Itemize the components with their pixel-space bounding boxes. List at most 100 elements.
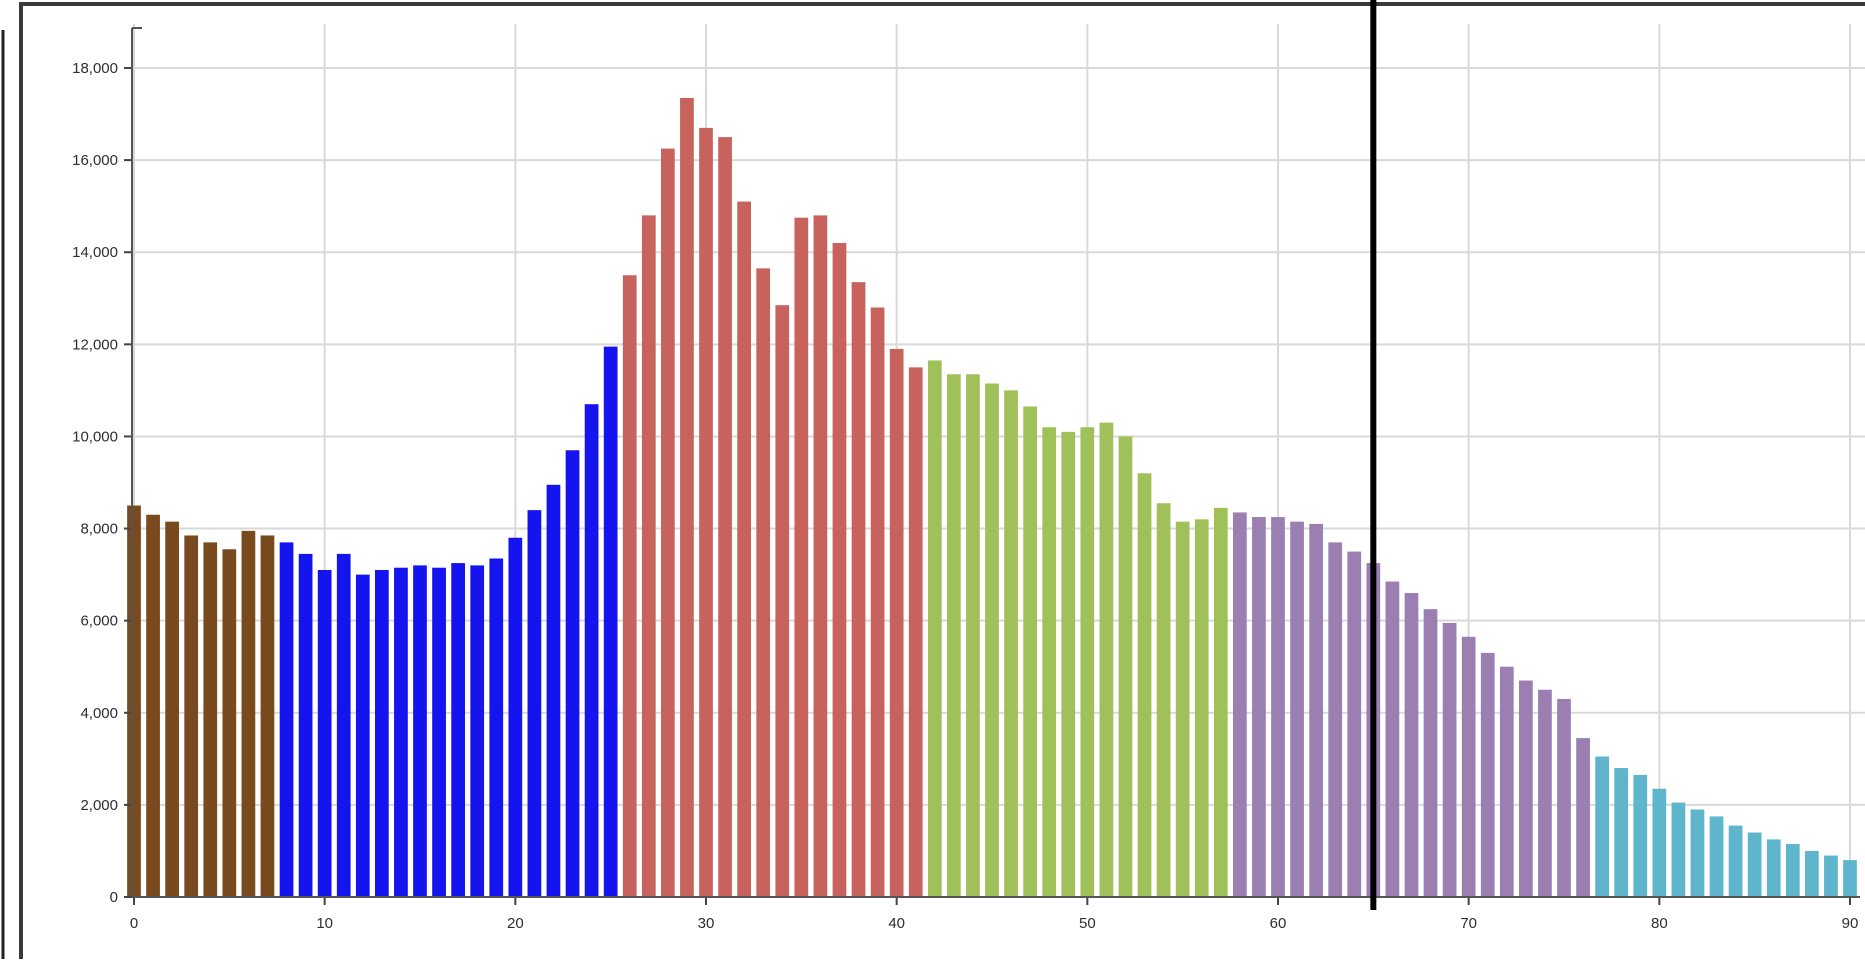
bar: [1538, 689, 1552, 897]
bar: [355, 574, 370, 897]
plot-frame: [19, 2, 1865, 964]
bar: [508, 537, 523, 897]
bar: [1271, 517, 1285, 897]
y-tick-label: 2,000: [80, 797, 118, 814]
x-tick-label: 40: [888, 915, 905, 932]
bar: [1023, 406, 1037, 897]
y-tick-label: 8,000: [80, 521, 118, 538]
bar: [832, 243, 847, 897]
bar: [1805, 850, 1819, 897]
bar: [146, 514, 160, 897]
bar: [1747, 832, 1762, 897]
bar: [584, 404, 599, 897]
bar: [127, 505, 141, 897]
bar: [1290, 521, 1304, 897]
bar: [1137, 473, 1152, 897]
bar: [756, 268, 771, 897]
bar: [1004, 390, 1018, 897]
bar: [317, 570, 332, 897]
bar: [489, 558, 504, 897]
bar: [1690, 809, 1705, 897]
bar: [375, 570, 389, 897]
bar: [1709, 816, 1724, 897]
bar: [1614, 768, 1629, 897]
bar: [737, 201, 751, 898]
bar: [260, 535, 275, 897]
axes: [124, 27, 1860, 905]
bar: [966, 374, 980, 898]
bar: [1728, 825, 1743, 897]
y-tick-label: 16,000: [72, 152, 118, 169]
bar: [1233, 512, 1247, 897]
x-tick-label: 50: [1079, 915, 1096, 932]
bar: [851, 282, 866, 897]
bar: [603, 346, 618, 897]
bar: [1080, 427, 1095, 897]
bar: [1557, 698, 1571, 897]
bar: [241, 530, 256, 897]
bar: [1499, 666, 1514, 897]
bar: [1766, 839, 1781, 897]
bar: [565, 450, 580, 897]
bar: [680, 97, 694, 898]
y-tick-label: 0: [110, 889, 118, 906]
bar: [1194, 519, 1209, 897]
bar: [279, 542, 294, 897]
bar: [1595, 756, 1609, 897]
x-tick-label: 20: [507, 915, 524, 932]
x-tick-label: 80: [1651, 915, 1668, 932]
bar: [947, 374, 961, 898]
bar: [546, 484, 561, 897]
bar: [527, 510, 542, 897]
bar: [794, 217, 809, 898]
bar: [1099, 422, 1114, 897]
bar: [1404, 593, 1419, 897]
bar: [1061, 431, 1076, 897]
bar: [1442, 622, 1457, 897]
y-tick-label: 6,000: [80, 613, 118, 630]
bar: [451, 563, 465, 897]
bar: [622, 275, 637, 897]
bar: [470, 565, 485, 897]
bar: [1118, 436, 1133, 897]
bar: [1652, 788, 1667, 897]
x-tick-label: 70: [1460, 915, 1477, 932]
y-tick-label: 12,000: [72, 336, 118, 353]
y-tick-label: 18,000: [72, 60, 118, 77]
bar: [641, 215, 656, 897]
x-tick-label: 60: [1270, 915, 1287, 932]
bar: [1633, 774, 1648, 897]
bar: [908, 367, 923, 898]
bar: [870, 307, 885, 897]
bar: [927, 360, 942, 898]
bar: [1252, 517, 1266, 897]
bar: [775, 305, 790, 897]
bar: [1423, 609, 1438, 897]
x-tick-label: 10: [316, 915, 333, 932]
bar: [985, 383, 999, 897]
bar: [1213, 507, 1228, 897]
bar: [1042, 427, 1057, 897]
bar: [1843, 860, 1857, 897]
bar: [394, 567, 408, 897]
x-tick-labels: 0 10 20 30 40 50 60 70 80 90: [130, 915, 1859, 932]
x-tick-label: 30: [698, 915, 715, 932]
bar: [1519, 680, 1533, 897]
bar: [661, 148, 675, 897]
bar: [1785, 844, 1800, 897]
bar: [1309, 523, 1323, 897]
bar: [222, 549, 237, 897]
bar: [1156, 503, 1171, 897]
bar: [203, 542, 218, 897]
bar: [718, 137, 732, 898]
bar: [298, 553, 313, 897]
bar: [1461, 636, 1476, 897]
bar: [1671, 802, 1686, 897]
bar: [813, 215, 828, 897]
bar: [165, 521, 179, 897]
bar: [413, 565, 427, 897]
bar: [1347, 551, 1362, 897]
bar: [1480, 652, 1495, 897]
